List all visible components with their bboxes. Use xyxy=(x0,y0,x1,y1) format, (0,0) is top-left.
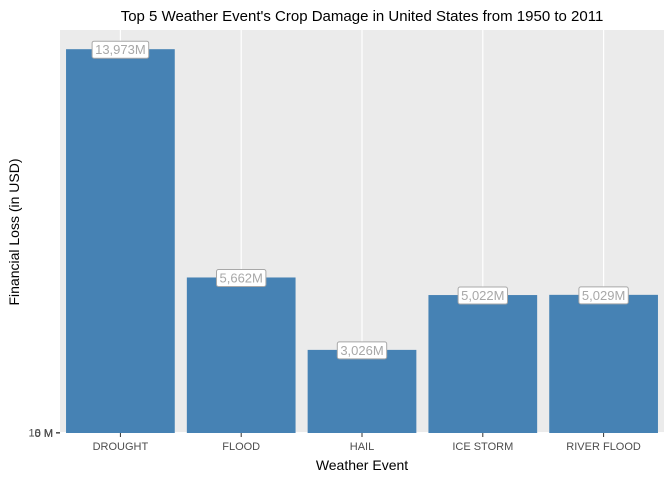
bar xyxy=(186,277,296,433)
chart-title: Top 5 Weather Event's Crop Damage in Uni… xyxy=(121,8,604,25)
y-axis: 0 M5 M10 M xyxy=(29,428,60,440)
y-axis-title: Financial Loss (in USD) xyxy=(6,158,22,305)
data-label-text: 3,026M xyxy=(340,343,383,358)
data-labels: 13,973M 5,662M 3,026M 5,022M 5,029M xyxy=(91,40,629,360)
y-tick-label: 0 M xyxy=(35,428,53,440)
bar xyxy=(549,294,658,433)
x-axis: DROUGHT FLOOD HAIL ICE STORM RIVER FLOOD xyxy=(93,433,641,453)
data-label-box xyxy=(216,268,267,287)
x-tick-label: RIVER FLOOD xyxy=(566,441,641,453)
data-label-text: 13,973M xyxy=(95,42,146,57)
bars xyxy=(66,49,658,433)
data-label-text: 5,022M xyxy=(461,288,504,303)
x-tick-label: HAIL xyxy=(350,441,374,453)
data-label: 5,022M xyxy=(457,286,508,305)
x-tick-label: FLOOD xyxy=(222,441,260,453)
x-tick-label: ICE STORM xyxy=(452,441,513,453)
y-tick-label: 10 M xyxy=(29,428,53,440)
data-label-text: 5,662M xyxy=(220,270,263,285)
data-label: 3,026M xyxy=(336,341,388,360)
bar xyxy=(307,349,417,433)
x-axis-title: Weather Event xyxy=(316,457,408,473)
data-label: 13,973M xyxy=(91,40,150,59)
data-label: 5,662M xyxy=(216,268,267,287)
data-label-box xyxy=(336,341,388,360)
data-label: 5,029M xyxy=(578,286,629,305)
x-tick-label: DROUGHT xyxy=(93,441,149,453)
bar xyxy=(66,49,175,433)
data-label-box xyxy=(91,40,150,59)
data-label-box xyxy=(457,286,508,305)
data-label-box xyxy=(578,286,629,305)
data-label-text: 5,029M xyxy=(582,288,625,303)
bar xyxy=(428,295,538,433)
y-tick-label: 5 M xyxy=(35,428,53,440)
